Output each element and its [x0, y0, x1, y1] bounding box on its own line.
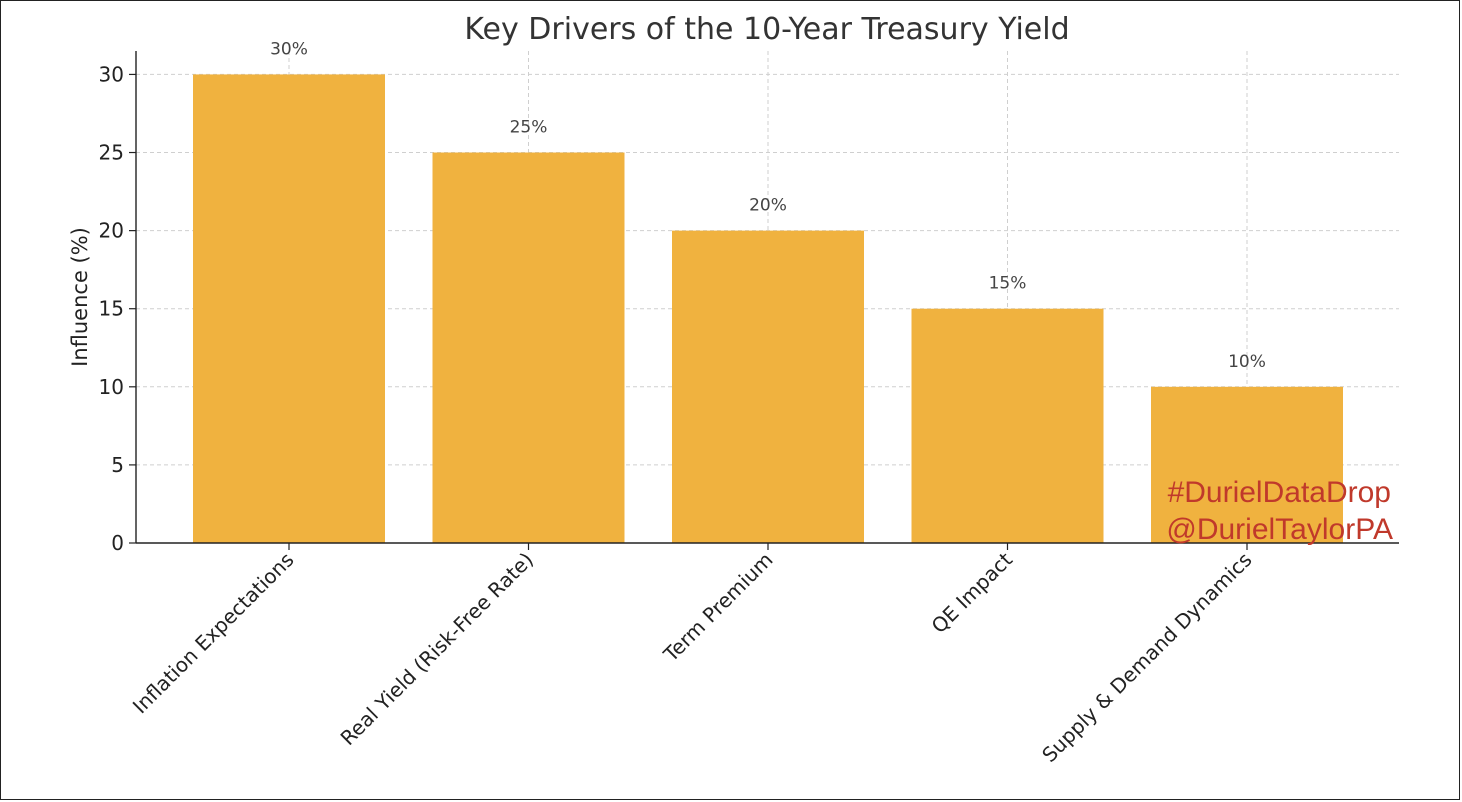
- x-tick-label: QE Impact: [927, 547, 1018, 638]
- bar: [193, 74, 385, 543]
- bar: [432, 152, 625, 543]
- data-label: 15%: [989, 274, 1027, 294]
- x-tick-label: Real Yield (Risk-Free Rate): [336, 548, 539, 751]
- bar: [672, 230, 864, 543]
- data-label: 20%: [749, 196, 787, 216]
- bar-layer: [193, 74, 1343, 543]
- chart-title: Key Drivers of the 10-Year Treasury Yiel…: [464, 12, 1069, 47]
- y-tick-label: 5: [111, 453, 124, 477]
- x-tick-label: Term Premium: [658, 548, 777, 667]
- y-tick-label: 20: [99, 219, 124, 243]
- data-label: 25%: [510, 118, 548, 138]
- y-tick-label: 25: [99, 141, 124, 165]
- bar: [1151, 386, 1343, 543]
- data-label: 10%: [1228, 352, 1266, 372]
- bar: [911, 308, 1104, 543]
- x-tick-label: Supply & Demand Dynamics: [1037, 548, 1256, 767]
- data-label: 30%: [270, 39, 308, 59]
- data-label-layer: 30% 25% 20% 15% 10%: [270, 39, 1266, 371]
- x-tick-label: Inflation Expectations: [128, 548, 299, 719]
- watermark-hashtag: #DurielDataDrop: [1168, 476, 1391, 509]
- watermark-handle: @DurielTaylorPA: [1166, 513, 1393, 546]
- y-tick-label: 30: [99, 62, 124, 86]
- y-tick-label: 15: [99, 297, 124, 321]
- y-tick-label: 10: [99, 375, 124, 399]
- y-axis-label: Influence (%): [68, 227, 92, 367]
- y-tick-label: 0: [111, 531, 124, 555]
